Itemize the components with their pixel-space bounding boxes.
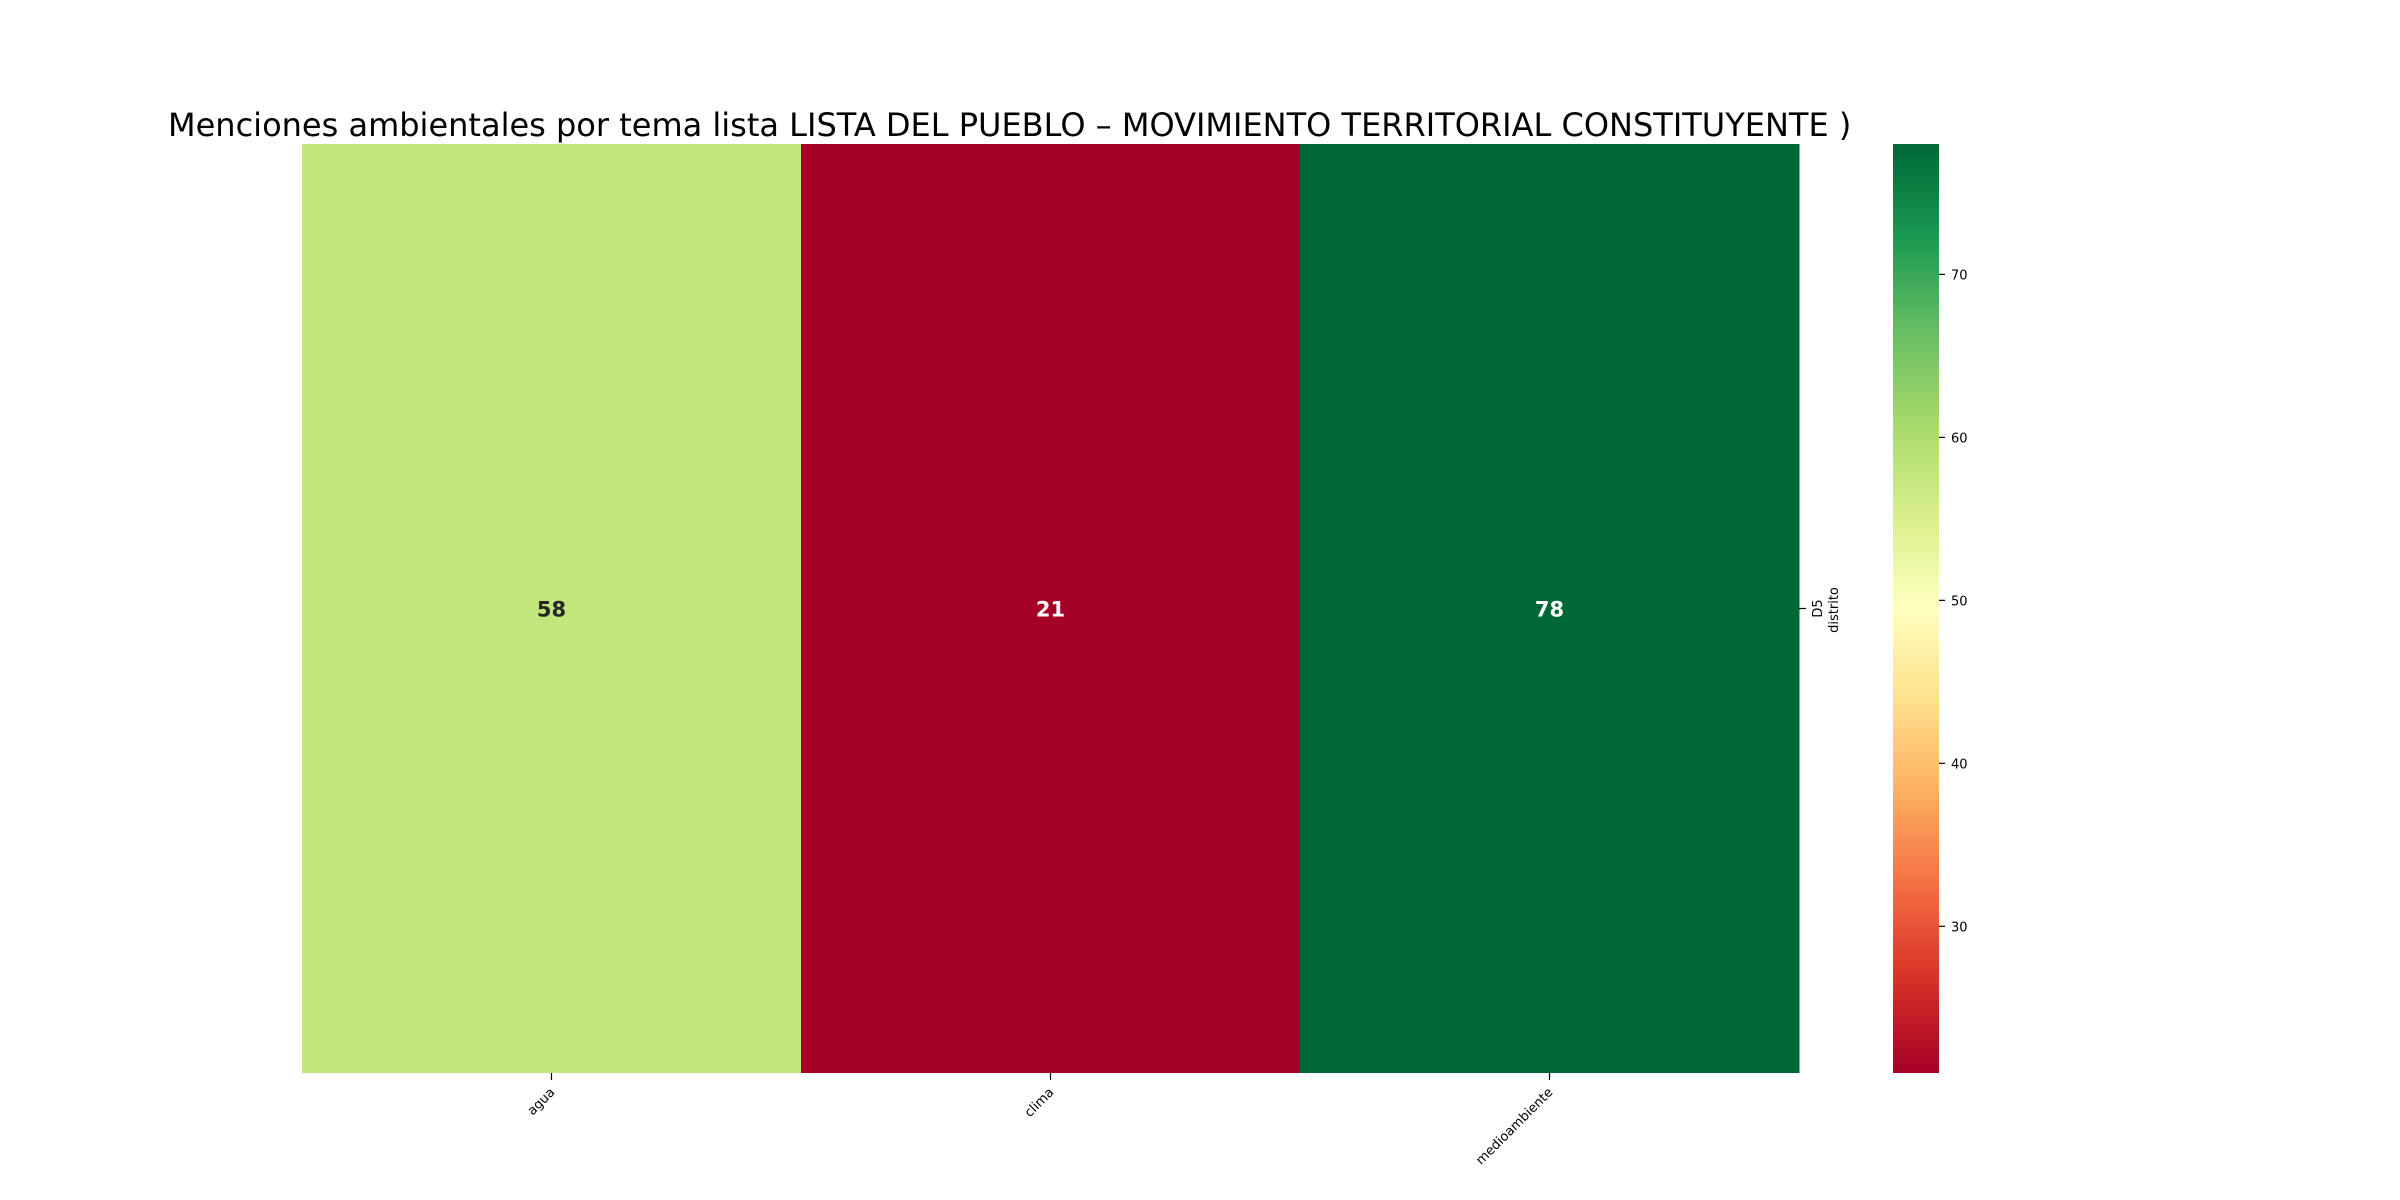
x-tick-label-clima: clima <box>1022 1085 1057 1120</box>
colorbar: 30 40 50 60 70 <box>1893 144 1968 1073</box>
x-tick-label-medioambiente: medioambiente <box>1473 1085 1556 1168</box>
heatmap-cells: 58 21 78 <box>302 144 1800 1073</box>
x-tick-label-agua: agua <box>525 1085 559 1119</box>
colorbar-tick-label-70: 70 <box>1951 268 1968 283</box>
colorbar-tick-label-60: 60 <box>1951 431 1968 446</box>
heatmap-cell-agua <box>302 144 802 1073</box>
chart-title: Menciones ambientales por tema lista LIS… <box>168 106 1851 144</box>
cell-value-label-medioambiente: 78 <box>1535 598 1564 622</box>
x-axis: agua clima medioambiente <box>525 1073 1556 1168</box>
colorbar-gradient <box>1893 144 1939 1073</box>
cell-value-label-clima: 21 <box>1036 598 1065 622</box>
y-tick-label-D5: D5 <box>1811 599 1826 617</box>
colorbar-tick-label-40: 40 <box>1951 757 1968 772</box>
cell-value-label-agua: 58 <box>537 598 566 622</box>
y-axis-label: distrito <box>1827 587 1842 633</box>
colorbar-tick-label-50: 50 <box>1951 594 1968 609</box>
heatmap-cell-medioambiente <box>1300 144 1800 1073</box>
colorbar-tick-label-30: 30 <box>1951 920 1968 935</box>
heatmap-cell-clima <box>801 144 1301 1073</box>
y-axis: D5 <box>1799 599 1826 618</box>
